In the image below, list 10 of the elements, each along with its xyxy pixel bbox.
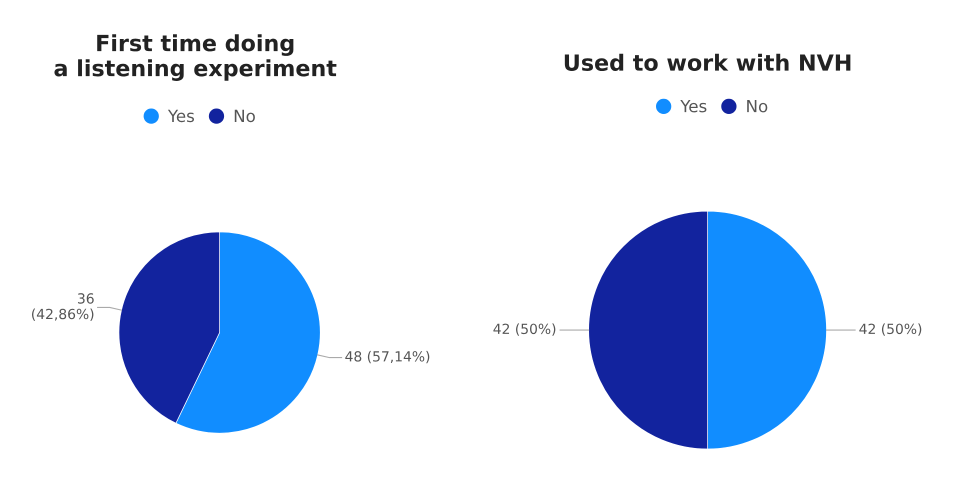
data-label: 48 (57,14%) (345, 350, 430, 364)
legend-label: Yes (680, 100, 706, 112)
legend-label: No (747, 100, 768, 112)
data-label: 36 (42,86%) (32, 293, 94, 321)
chart-title: Used to work with NVH (564, 54, 850, 71)
data-label: 42 (50%) (493, 323, 556, 336)
data-label: 42 (50%) (859, 323, 922, 336)
legend-label: Yes (168, 110, 194, 122)
chart-title: First time doing a listening experiment (54, 34, 336, 81)
legend-label: No (234, 110, 255, 122)
